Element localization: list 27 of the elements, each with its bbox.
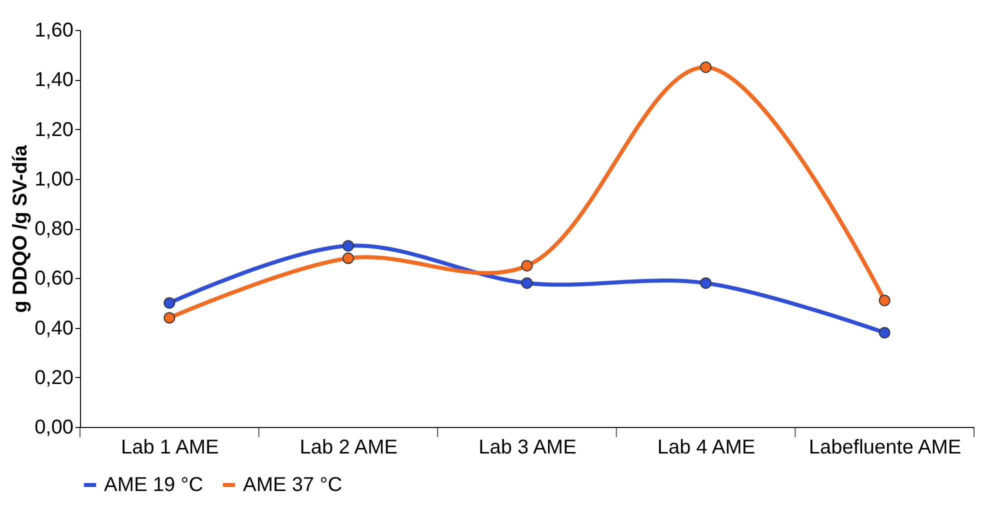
y-axis-title: g DDQO /g SV-día: [10, 144, 32, 313]
x-tick-label: Lab 3 AME: [478, 436, 576, 458]
y-tick-label: 0,00: [34, 416, 74, 438]
y-tick-label: 1,40: [34, 69, 74, 92]
x-tick-label: Labefluente AME: [808, 436, 962, 458]
point: [342, 240, 354, 252]
x-tick-label: Lab 1 AME: [120, 436, 219, 458]
y-tick-label: 0,80: [34, 218, 74, 240]
point: [521, 277, 533, 289]
y-tick-label: 1,60: [34, 20, 74, 42]
legend-label: AME 19 °C: [104, 474, 204, 496]
legend-label: AME 37 °C: [243, 474, 342, 496]
y-tick-label: 1,20: [34, 118, 74, 141]
x-tick-label: Lab 4 AME: [657, 436, 756, 458]
y-tick-label: 0,40: [34, 317, 74, 340]
y-tick-label: 0,20: [34, 366, 74, 389]
point: [342, 252, 354, 264]
point: [878, 326, 890, 338]
point: [700, 61, 712, 73]
point: [164, 312, 176, 324]
y-tick-label: 1,00: [34, 168, 74, 190]
point: [164, 297, 176, 309]
point: [521, 260, 533, 272]
x-tick-label: Lab 2 AME: [300, 436, 398, 458]
point: [878, 294, 890, 306]
y-tick-label: 0,60: [34, 268, 74, 290]
point: [700, 277, 712, 289]
